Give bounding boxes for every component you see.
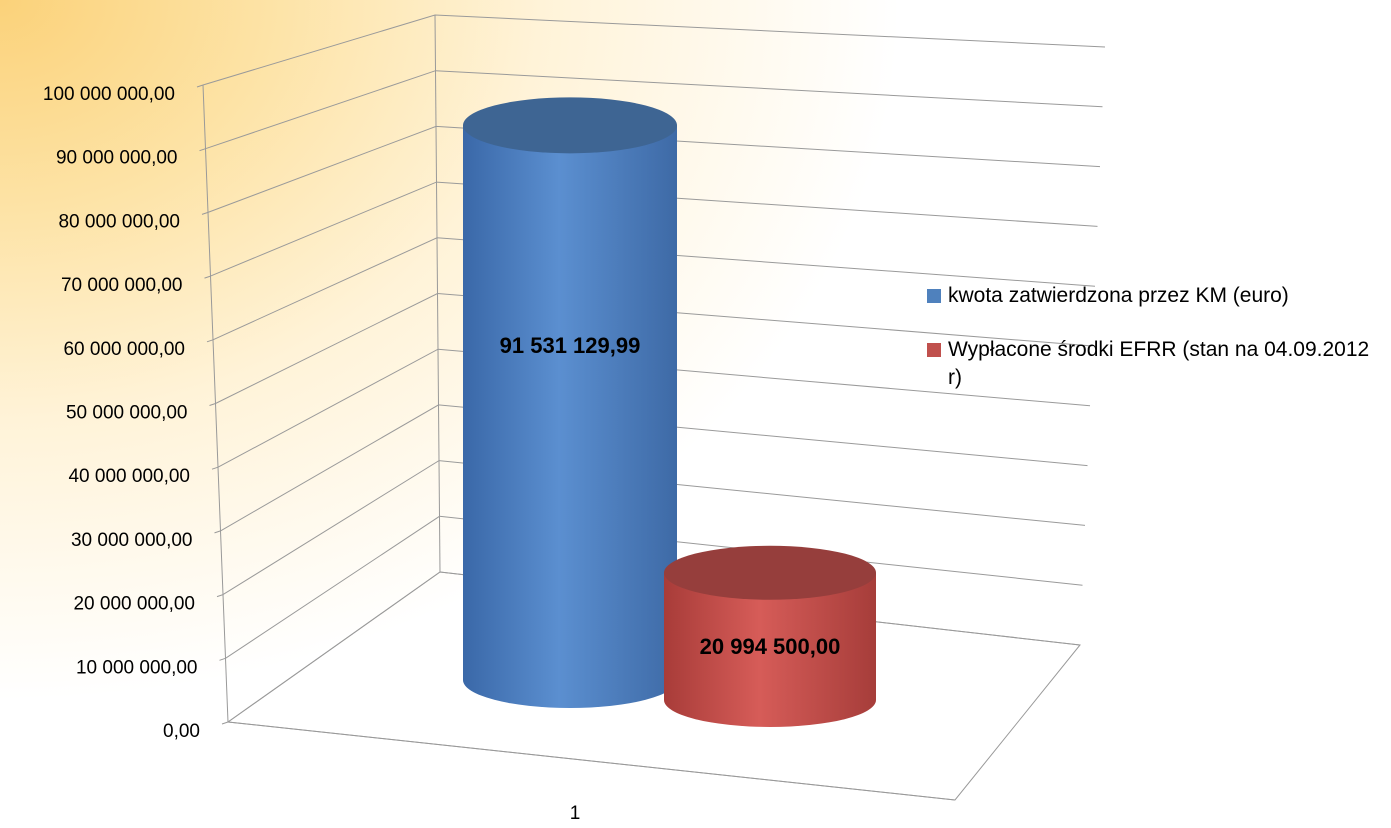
y-tick-label: 20 000 000,00	[73, 594, 195, 615]
grid-line	[207, 125, 1101, 213]
cylinder-top	[463, 97, 677, 154]
legend-item: kwota zatwierdzona przez KM (euro)	[925, 282, 1385, 310]
tick-mark	[201, 211, 209, 215]
legend-label: kwota zatwierdzona przez KM (euro)	[948, 284, 1289, 307]
legend-label: Wypłacone środki EFRR (stan na 04.09.201…	[948, 338, 1370, 389]
tick-mark	[204, 275, 211, 279]
tick-mark	[196, 84, 204, 88]
legend-item: Wypłacone środki EFRR (stan na 04.09.201…	[925, 336, 1385, 392]
tick-mark	[199, 148, 206, 152]
y-tick-label: 100 000 000,00	[43, 84, 175, 105]
y-tick-label: 50 000 000,00	[66, 403, 188, 424]
y-tick-label: 60 000 000,00	[63, 339, 185, 360]
y-tick-label: 0,00	[163, 721, 200, 742]
tick-mark	[216, 594, 224, 598]
cylinder-body	[463, 125, 677, 708]
cylinder	[463, 97, 677, 708]
grid-line	[210, 181, 1098, 277]
legend: kwota zatwierdzona przez KM (euro) Wypłac…	[925, 282, 1385, 418]
cylinder-body	[664, 572, 876, 727]
tick-mark	[219, 657, 226, 661]
grid-line	[205, 70, 1103, 150]
y-tick-label: 30 000 000,00	[71, 530, 193, 551]
tick-mark	[211, 466, 219, 470]
data-label: 20 994 500,00	[700, 634, 841, 659]
y-tick-label: 80 000 000,00	[58, 211, 180, 232]
tick-mark	[206, 339, 214, 343]
grid-line	[212, 237, 1096, 341]
x-tick-label: 1	[570, 803, 581, 824]
cylinder	[664, 545, 876, 727]
tick-mark	[214, 530, 221, 534]
data-label: 91 531 129,99	[500, 333, 641, 358]
grid-line	[217, 348, 1091, 468]
tick-mark	[221, 721, 229, 725]
legend-swatch	[927, 343, 941, 357]
y-tick-label: 90 000 000,00	[56, 148, 178, 169]
grid-line	[222, 460, 1086, 596]
tick-mark	[209, 403, 216, 406]
y-tick-label: 70 000 000,00	[61, 275, 183, 296]
grid-line	[220, 404, 1088, 532]
y-tick-label: 10 000 000,00	[76, 657, 198, 678]
y-tick-label: 40 000 000,00	[68, 466, 190, 487]
cylinder-top	[664, 545, 876, 600]
grid-line	[202, 14, 1106, 86]
front-edge	[227, 721, 956, 801]
grid-line	[215, 292, 1093, 404]
legend-swatch	[927, 289, 941, 303]
grid-line	[225, 515, 1083, 659]
